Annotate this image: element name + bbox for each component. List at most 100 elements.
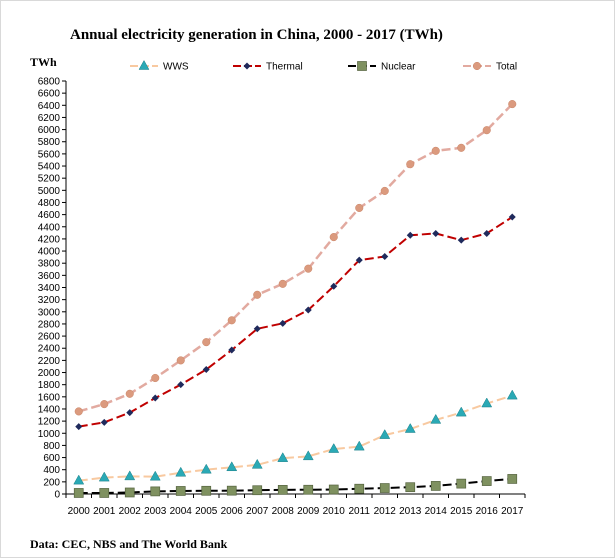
- data-point-thermal: [151, 394, 159, 402]
- data-point-total: [100, 400, 109, 409]
- x-tick-label: 2012: [374, 506, 397, 517]
- data-point-total: [278, 279, 287, 288]
- x-tick-label: 2004: [170, 506, 193, 517]
- data-point-wws: [506, 389, 518, 400]
- y-tick-label: 2200: [38, 356, 61, 367]
- data-point-thermal: [330, 282, 338, 290]
- data-point-thermal: [202, 365, 210, 373]
- y-tick-label: 6400: [38, 101, 61, 112]
- x-tick-label: 2008: [272, 506, 295, 517]
- y-tick-label: 1400: [38, 404, 61, 415]
- data-point-wws: [277, 452, 289, 462]
- data-point-thermal: [177, 381, 185, 389]
- data-point-thermal: [508, 213, 516, 221]
- y-tick-label: 5600: [38, 149, 61, 160]
- data-point-total: [253, 290, 262, 299]
- y-tick-label: 2600: [38, 332, 61, 343]
- y-tick-label: 5000: [38, 186, 61, 197]
- data-point-wws: [200, 463, 212, 474]
- data-point-thermal: [75, 423, 83, 431]
- x-tick-label: 2011: [348, 506, 370, 517]
- data-point-thermal: [304, 306, 312, 314]
- data-point-wws: [404, 422, 416, 433]
- series-group: [73, 100, 518, 498]
- x-tick-label: 2002: [119, 506, 142, 517]
- data-point-nuclear: [99, 488, 110, 498]
- data-point-nuclear: [405, 482, 416, 493]
- y-tick-label: 400: [43, 465, 60, 476]
- data-point-nuclear: [150, 486, 161, 497]
- x-tick-label: 2013: [399, 506, 422, 517]
- legend-item-wws: WWS: [130, 59, 189, 73]
- data-point-nuclear: [124, 487, 135, 498]
- series-line-wws: [78, 394, 513, 482]
- x-tick-label: 2000: [68, 506, 91, 517]
- data-point-thermal: [100, 418, 108, 426]
- data-point-thermal: [457, 236, 465, 244]
- data-point-thermal: [126, 409, 134, 417]
- data-point-thermal: [406, 231, 414, 239]
- y-axis-label: TWh: [30, 55, 57, 69]
- y-tick-label: 1200: [38, 417, 61, 428]
- data-point-nuclear: [175, 486, 186, 496]
- legend-marker: [357, 61, 367, 71]
- y-tick-label: 6000: [38, 125, 61, 136]
- y-tick-label: 600: [43, 453, 60, 464]
- data-point-thermal: [253, 325, 261, 333]
- data-point-total: [151, 373, 160, 383]
- data-point-wws: [226, 461, 238, 472]
- x-tick-label: 2007: [246, 506, 269, 517]
- series-line-nuclear: [78, 477, 513, 494]
- series-total: [74, 100, 517, 416]
- data-point-wws: [455, 406, 467, 417]
- y-tick-label: 4200: [38, 234, 61, 245]
- data-point-thermal: [483, 229, 491, 237]
- y-tick-label: 4600: [38, 210, 61, 221]
- legend-item-nuclear: Nuclear: [348, 61, 416, 73]
- data-point-thermal: [381, 253, 389, 261]
- data-point-nuclear: [303, 484, 314, 495]
- data-point-nuclear: [430, 481, 441, 491]
- data-point-nuclear: [507, 474, 518, 484]
- x-tick-label: 2009: [297, 506, 320, 517]
- legend: WWS Thermal Nuclear Total: [130, 59, 517, 73]
- y-tick-label: 4400: [38, 222, 61, 233]
- legend-marker: [472, 61, 482, 71]
- legend-item-total: Total: [463, 62, 517, 73]
- legend-item-thermal: Thermal: [233, 62, 303, 73]
- data-point-thermal: [432, 229, 440, 237]
- chart-title: Annual electricity generation in China, …: [70, 27, 443, 43]
- data-point-wws: [251, 458, 263, 469]
- y-tick-label: 800: [43, 441, 60, 452]
- data-point-nuclear: [277, 485, 288, 495]
- data-point-nuclear: [201, 485, 212, 496]
- y-tick-label: 0: [54, 490, 60, 501]
- data-point-nuclear: [73, 488, 84, 498]
- data-point-total: [227, 316, 236, 325]
- x-tick-label: 2010: [323, 506, 346, 517]
- data-point-nuclear: [379, 483, 390, 493]
- data-point-wws: [175, 466, 187, 477]
- y-tick-label: 6600: [38, 89, 61, 100]
- data-point-total: [380, 186, 389, 195]
- x-tick-label: 2014: [425, 506, 448, 517]
- data-point-wws: [124, 470, 136, 481]
- x-tick-label: 2006: [221, 506, 244, 517]
- legend-label: Total: [496, 62, 517, 73]
- data-point-total: [355, 203, 364, 212]
- x-tick-label: 2016: [476, 506, 499, 517]
- data-point-nuclear: [226, 485, 237, 496]
- data-point-thermal: [228, 346, 236, 354]
- data-point-wws: [149, 470, 161, 481]
- y-tick-label: 2800: [38, 319, 61, 330]
- data-point-total: [304, 264, 313, 273]
- series-thermal: [75, 213, 516, 431]
- data-point-nuclear: [354, 483, 365, 494]
- series-wws: [73, 389, 518, 485]
- data-point-wws: [430, 413, 442, 424]
- data-point-total: [482, 126, 491, 135]
- data-point-total: [74, 407, 83, 416]
- data-point-wws: [302, 450, 314, 461]
- x-tick-label: 2015: [450, 506, 473, 517]
